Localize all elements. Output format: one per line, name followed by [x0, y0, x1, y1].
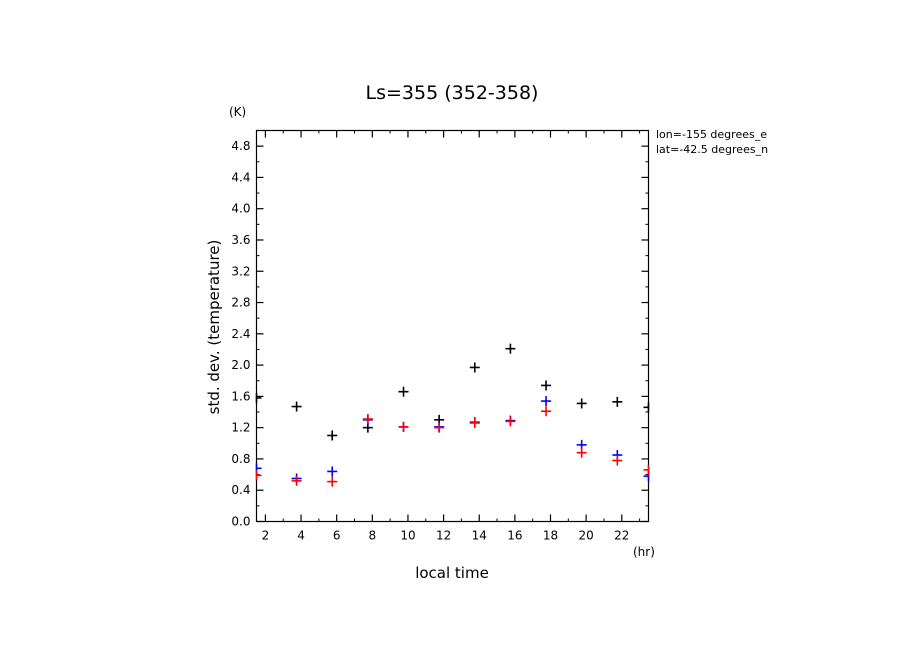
data-point-s2-p1	[291, 475, 302, 486]
y-tick-label: 0.0	[231, 515, 250, 529]
lat-annotation: lat=-42.5 degrees_n	[656, 143, 768, 156]
data-point-s0-p4	[398, 386, 409, 397]
x-tick-label: 18	[543, 529, 558, 543]
data-point-s0-p7	[505, 343, 516, 354]
y-tick-label: 4.8	[231, 139, 250, 153]
x-axis-title: local time	[415, 564, 489, 582]
data-point-s2-p4	[398, 421, 409, 432]
data-point-s1-p8	[541, 396, 552, 407]
y-axis-title: std. dev. (temperature)	[205, 240, 223, 415]
x-tick-label: 14	[472, 529, 487, 543]
data-point-s0-p2	[327, 430, 338, 441]
y-tick-label: 0.8	[231, 452, 250, 466]
data-point-s2-p6	[469, 417, 480, 428]
data-point-s2-p8	[541, 406, 552, 417]
x-tick-label: 4	[297, 529, 305, 543]
y-unit-label: (K)	[229, 105, 246, 119]
data-point-s0-p1	[291, 401, 302, 412]
x-tick-label: 16	[507, 529, 522, 543]
y-tick-label: 1.6	[231, 389, 250, 403]
data-point-s1-p2	[327, 466, 338, 477]
data-point-s2-p7	[505, 416, 516, 427]
y-tick-label: 3.6	[231, 233, 250, 247]
y-tick-label: 0.4	[231, 483, 250, 497]
y-tick-label: 1.2	[231, 421, 250, 435]
y-tick-label: 2.0	[231, 358, 250, 372]
y-tick-label: 4.0	[231, 202, 250, 216]
lon-annotation: lon=-155 degrees_e	[656, 128, 767, 141]
data-point-s2-p10	[612, 455, 623, 466]
x-tick-label: 2	[262, 529, 270, 543]
data-point-s0-p8	[541, 380, 552, 391]
x-tick-label: 20	[578, 529, 593, 543]
x-unit-label: (hr)	[633, 545, 655, 559]
data-point-s0-p6	[469, 362, 480, 373]
x-tick-label: 10	[400, 529, 415, 543]
data-point-s2-p2	[327, 476, 338, 487]
data-point-s0-p9	[576, 398, 587, 409]
y-tick-label: 2.8	[231, 296, 250, 310]
data-point-s2-p11	[643, 464, 650, 475]
data-point-s2-p5	[434, 422, 445, 433]
data-point-s2-p0	[255, 470, 262, 481]
chart-title: Ls=355 (352-358)	[366, 82, 539, 104]
plot-frame	[255, 129, 650, 523]
x-tick-label: 12	[436, 529, 451, 543]
x-tick-label: 8	[368, 529, 376, 543]
y-tick-label: 4.4	[231, 170, 250, 184]
y-tick-label: 3.2	[231, 264, 250, 278]
data-point-s0-p0	[255, 392, 262, 403]
data-point-s2-p9	[576, 447, 587, 458]
x-tick-label: 22	[614, 529, 629, 543]
y-tick-label: 2.4	[231, 327, 250, 341]
data-point-s0-p10	[612, 396, 623, 407]
data-point-s0-p11	[643, 402, 650, 413]
x-tick-label: 6	[333, 529, 341, 543]
data-point-s2-p3	[362, 414, 373, 425]
